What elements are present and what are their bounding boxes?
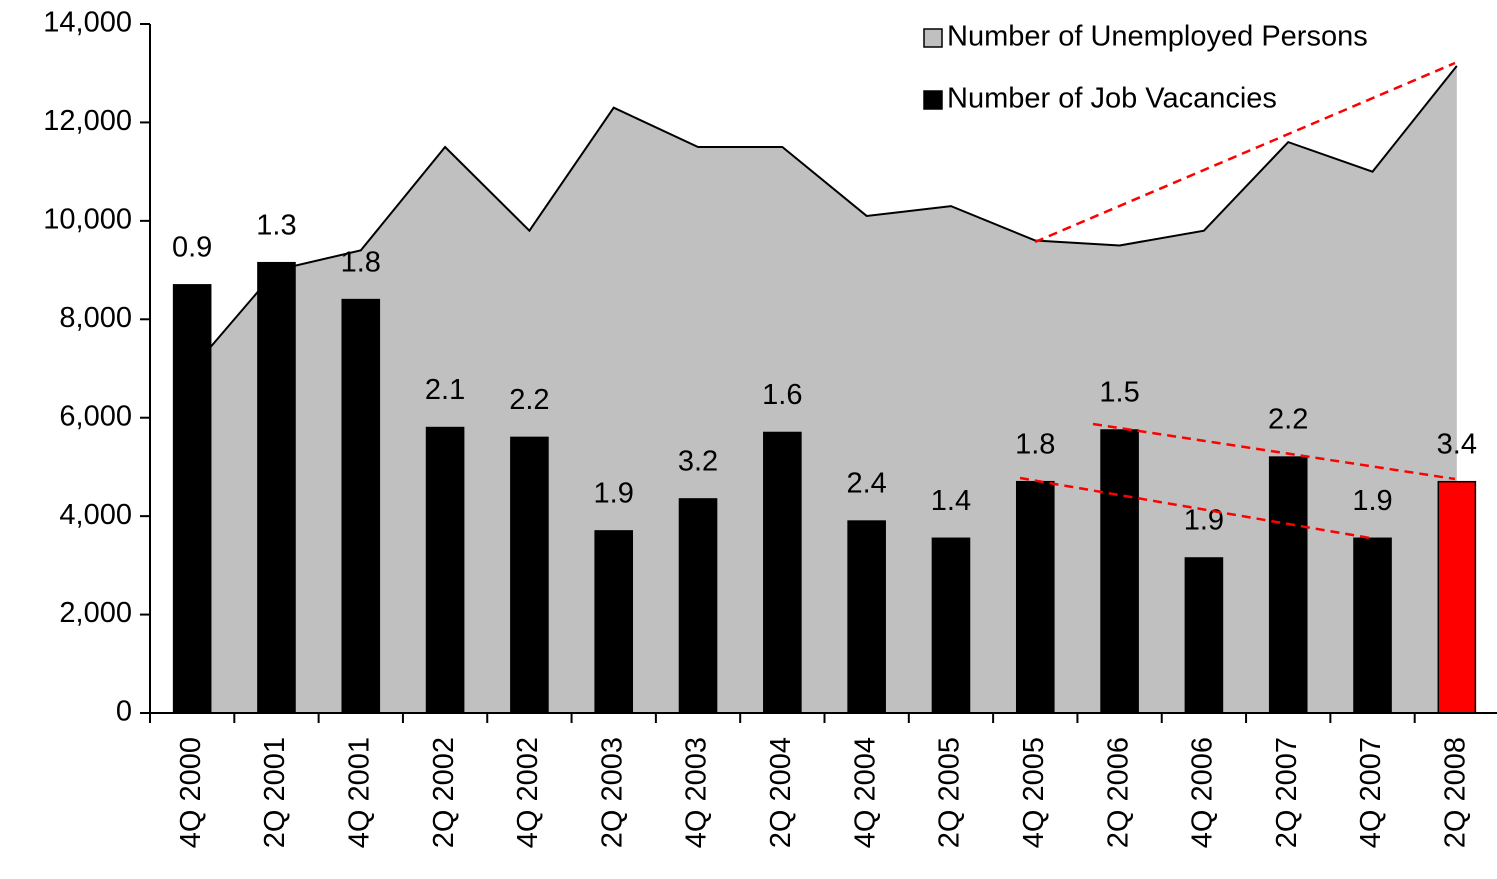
bar	[510, 436, 549, 714]
x-tick-label: 4Q 2007	[1355, 737, 1387, 848]
legend-label: Number of Job Vacancies	[947, 83, 1277, 115]
bar-annotation: 1.8	[341, 246, 381, 278]
y-tick-label: 10,000	[43, 204, 132, 236]
bar	[1353, 537, 1392, 714]
x-tick-label: 2Q 2007	[1271, 737, 1303, 848]
x-tick-label: 2Q 2002	[428, 737, 460, 848]
x-tick-label: 2Q 2003	[596, 737, 628, 848]
bar-annotation: 1.5	[1099, 377, 1139, 409]
x-tick-label: 4Q 2000	[175, 737, 207, 848]
bar-annotation: 2.2	[1268, 404, 1308, 436]
y-tick-label: 12,000	[43, 105, 132, 137]
bar-annotation: 1.9	[1352, 485, 1392, 517]
x-tick-label: 4Q 2005	[1018, 737, 1050, 848]
legend-label: Number of Unemployed Persons	[947, 21, 1368, 53]
bar	[425, 426, 465, 714]
area-line	[191, 65, 1458, 370]
area-layer	[191, 65, 1458, 713]
x-tick-label: 4Q 2002	[512, 737, 544, 848]
x-tick-label: 2Q 2001	[259, 737, 291, 848]
bar-annotation: 2.4	[846, 468, 886, 500]
legend-swatch	[923, 28, 943, 48]
x-tick-label: 4Q 2004	[849, 737, 881, 848]
bar	[257, 261, 296, 714]
trend-line	[1092, 422, 1456, 481]
x-tick-label: 2Q 2005	[934, 737, 966, 848]
bar	[1100, 429, 1139, 714]
y-tick-label: 4,000	[59, 499, 132, 531]
bar	[594, 530, 634, 714]
bar-layer: 0.9 1.3 1.8 2.1 2.2 1.9 3.2 1.6 2.4 1.4 1.8 1.5 1.9 2…	[172, 209, 1477, 714]
bar	[172, 284, 212, 714]
bar	[763, 431, 802, 714]
bar-annotation: 1.6	[762, 379, 802, 411]
bar	[341, 298, 381, 714]
bar	[931, 537, 971, 714]
bar	[1437, 480, 1477, 714]
bar-annotation: 1.9	[594, 478, 634, 510]
trend-lines	[1019, 61, 1456, 540]
x-tick-label: 4Q 2006	[1187, 737, 1219, 848]
y-tick-label: 8,000	[59, 302, 132, 334]
bar	[1268, 456, 1308, 714]
bar-annotation: 3.2	[678, 446, 718, 478]
legend-swatch	[923, 90, 943, 110]
bar-annotation: 1.3	[256, 209, 296, 241]
y-tick-label: 14,000	[43, 7, 132, 39]
x-tick-label: 4Q 2001	[343, 737, 375, 848]
x-tick-label: 2Q 2004	[765, 737, 797, 848]
x-tick-label: 2Q 2006	[1102, 737, 1134, 848]
bar	[678, 498, 718, 714]
y-tick-label: 0	[116, 696, 132, 728]
bar-annotation: 2.1	[425, 374, 465, 406]
bar-annotation: 1.8	[1015, 428, 1055, 460]
area	[192, 65, 1457, 713]
bar-annotation: 0.9	[172, 231, 212, 263]
x-tick-label: 4Q 2003	[681, 737, 713, 848]
y-tick-label: 6,000	[59, 400, 132, 432]
x-tick-label: 2Q 2008	[1440, 737, 1472, 848]
axis-layer: 0 2,000 4,000 6,000 8,000 10,000 12,000 14,000 4…	[43, 7, 1497, 848]
bar-annotation: 1.4	[931, 485, 971, 517]
bar	[1184, 557, 1224, 714]
bar-annotation: 2.2	[509, 384, 549, 416]
bar-annotation: 3.4	[1437, 428, 1477, 460]
bar	[847, 520, 886, 714]
y-tick-label: 2,000	[59, 597, 132, 629]
bar	[1015, 480, 1055, 714]
trend-line	[1034, 61, 1456, 244]
